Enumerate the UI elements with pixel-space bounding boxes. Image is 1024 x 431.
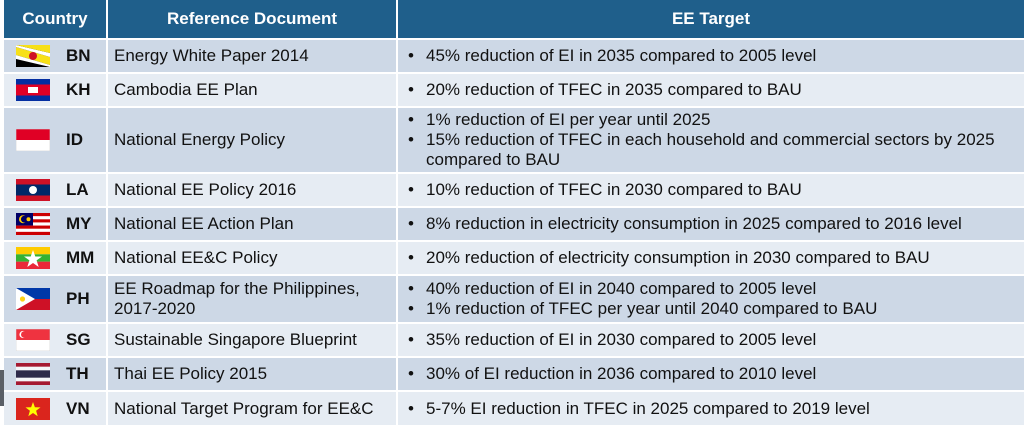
target-cell: 5-7% EI reduction in TFEC in 2025 compar… <box>396 390 1024 425</box>
country-cell: VN <box>4 390 107 425</box>
target-cell: 40% reduction of EI in 2040 compared to … <box>396 274 1024 323</box>
country-cell: TH <box>4 356 107 391</box>
country-cell: ID <box>4 106 107 173</box>
country-code: TH <box>66 364 89 383</box>
country-cell: BN <box>4 38 107 73</box>
myanmar-flag-icon <box>16 247 50 269</box>
table-row: MY National EE Action Plan 8% reduction … <box>4 206 1024 241</box>
target-item: 45% reduction of EI in 2035 compared to … <box>404 46 1024 66</box>
target-column-header: EE Target <box>396 0 1024 39</box>
philippines-flag-icon <box>16 288 50 310</box>
table-row: SG Sustainable Singapore Blueprint 35% r… <box>4 322 1024 357</box>
cambodia-flag-icon <box>16 79 50 101</box>
reference-cell: EE Roadmap for the Philippines, 2017-202… <box>106 274 397 323</box>
target-item: 20% reduction of TFEC in 2035 compared t… <box>404 80 1024 100</box>
ee-targets-table: Country Reference Document EE Target BN … <box>4 0 1024 425</box>
reference-cell: National EE Policy 2016 <box>106 172 397 207</box>
country-cell: PH <box>4 274 107 323</box>
reference-cell: Cambodia EE Plan <box>106 72 397 107</box>
table-row: BN Energy White Paper 2014 45% reduction… <box>4 38 1024 73</box>
table-row: LA National EE Policy 2016 10% reduction… <box>4 172 1024 207</box>
country-cell: MM <box>4 240 107 275</box>
target-cell: 1% reduction of EI per year until 2025 1… <box>396 106 1024 173</box>
target-item: 10% reduction of TFEC in 2030 compared t… <box>404 180 1024 200</box>
target-cell: 8% reduction in electricity consumption … <box>396 206 1024 241</box>
target-item: 20% reduction of electricity consumption… <box>404 248 1024 268</box>
country-code: KH <box>66 80 91 99</box>
country-code: MM <box>66 248 95 267</box>
malaysia-flag-icon <box>16 213 50 235</box>
target-item: 30% of EI reduction in 2036 compared to … <box>404 364 1024 384</box>
table-row: ID National Energy Policy 1% reduction o… <box>4 106 1024 173</box>
table-row: TH Thai EE Policy 2015 30% of EI reducti… <box>4 356 1024 391</box>
reference-cell: Sustainable Singapore Blueprint <box>106 322 397 357</box>
country-code: ID <box>66 130 83 149</box>
target-cell: 45% reduction of EI in 2035 compared to … <box>396 38 1024 73</box>
country-code: VN <box>66 398 90 418</box>
target-cell: 35% reduction of EI in 2030 compared to … <box>396 322 1024 357</box>
target-cell: 20% reduction of TFEC in 2035 compared t… <box>396 72 1024 107</box>
reference-cell: National Energy Policy <box>106 106 397 173</box>
laos-flag-icon <box>16 179 50 201</box>
table-header-row: Country Reference Document EE Target <box>4 0 1024 39</box>
target-item: 15% reduction of TFEC in each household … <box>404 130 1024 170</box>
reference-cell: Thai EE Policy 2015 <box>106 356 397 391</box>
country-code: MY <box>66 214 92 233</box>
table-row: VN National Target Program for EE&C 5-7%… <box>4 390 1024 425</box>
target-item: 1% reduction of TFEC per year until 2040… <box>404 299 1024 319</box>
table-row: PH EE Roadmap for the Philippines, 2017-… <box>4 274 1024 323</box>
country-code: BN <box>66 46 91 65</box>
reference-cell: National Target Program for EE&C <box>106 390 397 425</box>
reference-column-header: Reference Document <box>106 0 397 39</box>
reference-cell: Energy White Paper 2014 <box>106 38 397 73</box>
brunei-flag-icon <box>16 45 50 67</box>
table-row: MM National EE&C Policy 20% reduction of… <box>4 240 1024 275</box>
table-row: KH Cambodia EE Plan 20% reduction of TFE… <box>4 72 1024 107</box>
target-cell: 10% reduction of TFEC in 2030 compared t… <box>396 172 1024 207</box>
left-edge-tab <box>0 370 4 406</box>
target-cell: 20% reduction of electricity consumption… <box>396 240 1024 275</box>
country-code: PH <box>66 289 90 308</box>
singapore-flag-icon <box>16 329 50 351</box>
target-item: 1% reduction of EI per year until 2025 <box>404 110 1024 130</box>
target-item: 35% reduction of EI in 2030 compared to … <box>404 330 1024 350</box>
indonesia-flag-icon <box>16 129 50 151</box>
reference-cell: National EE Action Plan <box>106 206 397 241</box>
country-code: SG <box>66 330 91 349</box>
target-item: 8% reduction in electricity consumption … <box>404 214 1024 234</box>
vietnam-flag-icon <box>16 397 50 420</box>
country-column-header: Country <box>4 0 107 39</box>
country-cell: SG <box>4 322 107 357</box>
country-cell: LA <box>4 172 107 207</box>
reference-cell: National EE&C Policy <box>106 240 397 275</box>
country-code: LA <box>66 180 89 199</box>
country-cell: KH <box>4 72 107 107</box>
thailand-flag-icon <box>16 363 50 385</box>
country-cell: MY <box>4 206 107 241</box>
target-item: 40% reduction of EI in 2040 compared to … <box>404 279 1024 299</box>
target-item: 5-7% EI reduction in TFEC in 2025 compar… <box>404 399 1024 419</box>
target-cell: 30% of EI reduction in 2036 compared to … <box>396 356 1024 391</box>
